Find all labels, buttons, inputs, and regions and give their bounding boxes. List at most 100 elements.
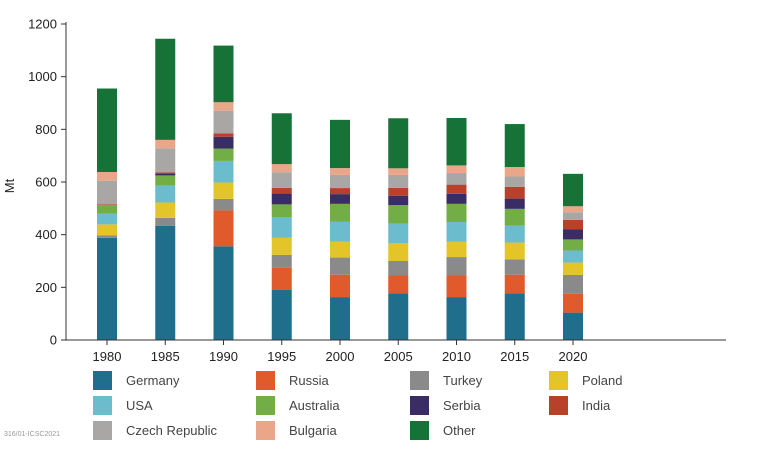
bar-segment-serbia-2015 bbox=[504, 198, 525, 209]
bar-segment-czech-republic-2020 bbox=[563, 212, 583, 220]
bar-segment-india-1985 bbox=[155, 172, 176, 174]
bar-segment-usa-1985 bbox=[155, 185, 176, 203]
bar-segment-russia-1995 bbox=[271, 267, 292, 290]
bar-segment-poland-2000 bbox=[330, 241, 350, 258]
bar-segment-serbia-2010 bbox=[446, 193, 467, 204]
bar-segment-usa-1990 bbox=[213, 160, 234, 183]
legend-label: USA bbox=[126, 397, 153, 413]
bar-segment-serbia-1985 bbox=[155, 173, 176, 176]
bar-segment-bulgaria-1980 bbox=[97, 171, 117, 181]
bar-segment-poland-2015 bbox=[504, 242, 525, 260]
bar-segment-russia-1990 bbox=[213, 210, 234, 247]
bar-segment-india-1995 bbox=[271, 187, 292, 194]
bar-segment-poland-1980 bbox=[97, 224, 117, 236]
x-tick-label: 2020 bbox=[559, 349, 588, 364]
bar-segment-other-1990 bbox=[213, 45, 234, 103]
bar-segment-turkey-2005 bbox=[388, 261, 409, 276]
y-tick-label: 400 bbox=[35, 227, 57, 242]
bar-segment-czech-republic-1995 bbox=[271, 172, 292, 188]
bar-segment-serbia-2005 bbox=[388, 195, 409, 206]
legend-swatch bbox=[410, 395, 429, 415]
x-tick-label: 1990 bbox=[209, 349, 238, 364]
bar-segment-other-1980 bbox=[97, 88, 117, 172]
legend-swatch bbox=[93, 395, 112, 415]
bar-segment-australia-1990 bbox=[213, 148, 234, 161]
bar-segment-india-2005 bbox=[388, 187, 409, 196]
legend-swatch bbox=[93, 370, 112, 390]
bar-segment-usa-2000 bbox=[330, 221, 350, 242]
legend-label: Czech Republic bbox=[126, 422, 218, 438]
bar-segment-germany-1980 bbox=[97, 237, 117, 340]
bar-segment-turkey-2015 bbox=[504, 259, 525, 275]
x-tick-label: 2000 bbox=[326, 349, 355, 364]
legend-label: India bbox=[582, 397, 611, 413]
bar-segment-australia-2015 bbox=[504, 208, 525, 226]
bar-segment-bulgaria-2015 bbox=[504, 166, 525, 177]
bar-segment-usa-2010 bbox=[446, 222, 467, 242]
bar-segment-turkey-2000 bbox=[330, 257, 350, 275]
bar-segment-bulgaria-2005 bbox=[388, 168, 409, 175]
bar-segment-germany-2020 bbox=[563, 312, 583, 340]
bar-segment-other-2015 bbox=[504, 124, 525, 167]
bar-segment-germany-1995 bbox=[271, 289, 292, 340]
bar-segment-usa-1995 bbox=[271, 217, 292, 238]
bar-segment-india-1980 bbox=[97, 204, 117, 206]
bar-segment-australia-2010 bbox=[446, 203, 467, 223]
bar-segment-germany-1990 bbox=[213, 246, 234, 340]
bar-segment-czech-republic-2015 bbox=[504, 176, 525, 187]
legend-swatch bbox=[256, 395, 275, 415]
bar-segment-other-2010 bbox=[446, 118, 467, 166]
bar-segment-czech-republic-2005 bbox=[388, 174, 409, 188]
bar-segment-usa-2005 bbox=[388, 223, 409, 244]
x-tick-label: 1995 bbox=[267, 349, 296, 364]
bar-segment-other-1995 bbox=[271, 113, 292, 165]
bar-segment-india-2010 bbox=[446, 184, 467, 194]
bar-segment-turkey-1980 bbox=[97, 235, 117, 238]
legend-swatch bbox=[256, 370, 275, 390]
legend-item-turkey: Turkey bbox=[410, 370, 482, 390]
bar-segment-india-2015 bbox=[504, 186, 525, 199]
bar-segment-india-2020 bbox=[563, 219, 583, 230]
bar-segment-serbia-2000 bbox=[330, 194, 350, 204]
bar-segment-bulgaria-2000 bbox=[330, 168, 350, 175]
bar-segment-serbia-1995 bbox=[271, 193, 292, 205]
y-axis-label: Mt bbox=[2, 178, 17, 193]
bar-segment-bulgaria-1990 bbox=[213, 102, 234, 111]
x-axis: 1980 1985 1990 1995 2000 2005 2010 2015 2020 bbox=[66, 339, 726, 364]
bar-segment-australia-1985 bbox=[155, 175, 176, 186]
bar-segment-bulgaria-1985 bbox=[155, 139, 176, 149]
x-tick-label: 2005 bbox=[384, 349, 413, 364]
bar-segment-russia-2010 bbox=[446, 275, 467, 298]
bar-segment-serbia-2020 bbox=[563, 229, 583, 240]
bar-segment-turkey-1995 bbox=[271, 254, 292, 268]
bar-segment-poland-1995 bbox=[271, 237, 292, 255]
bar-segment-turkey-1985 bbox=[155, 217, 176, 226]
legend-item-other: Other bbox=[410, 420, 476, 440]
bar-segment-russia-2000 bbox=[330, 274, 350, 298]
bar-segment-other-2020 bbox=[563, 173, 583, 207]
y-tick-label: 0 bbox=[50, 333, 57, 348]
bar-segment-germany-2015 bbox=[504, 293, 525, 340]
legend-label: Australia bbox=[289, 397, 340, 413]
bar-segment-czech-republic-2010 bbox=[446, 173, 467, 185]
bar-segment-australia-1995 bbox=[271, 204, 292, 218]
bar-segment-czech-republic-1985 bbox=[155, 148, 176, 173]
stacked-bar-chart: 0 200 400 600 800 1000 1200 1980 1985 1990 1995 20… bbox=[2, 17, 726, 364]
y-tick-label: 1000 bbox=[28, 69, 57, 84]
bar-segment-turkey-2010 bbox=[446, 257, 467, 276]
bar-segment-germany-2005 bbox=[388, 293, 409, 340]
bar-segment-germany-1985 bbox=[155, 225, 176, 340]
legend-item-bulgaria: Bulgaria bbox=[256, 420, 337, 440]
bar-segment-poland-2005 bbox=[388, 243, 409, 261]
legend-label: Poland bbox=[582, 372, 623, 388]
legend-swatch bbox=[93, 420, 112, 440]
bar-segment-india-1990 bbox=[213, 133, 234, 137]
legend-label: Serbia bbox=[443, 397, 481, 413]
x-tick-label: 2015 bbox=[500, 349, 529, 364]
bars bbox=[97, 38, 583, 340]
bar-segment-other-1985 bbox=[155, 38, 176, 140]
bar-segment-russia-2020 bbox=[563, 293, 583, 313]
bar-segment-czech-republic-1980 bbox=[97, 180, 117, 205]
bar-segment-russia-2015 bbox=[504, 274, 525, 294]
x-tick-label: 2010 bbox=[442, 349, 471, 364]
